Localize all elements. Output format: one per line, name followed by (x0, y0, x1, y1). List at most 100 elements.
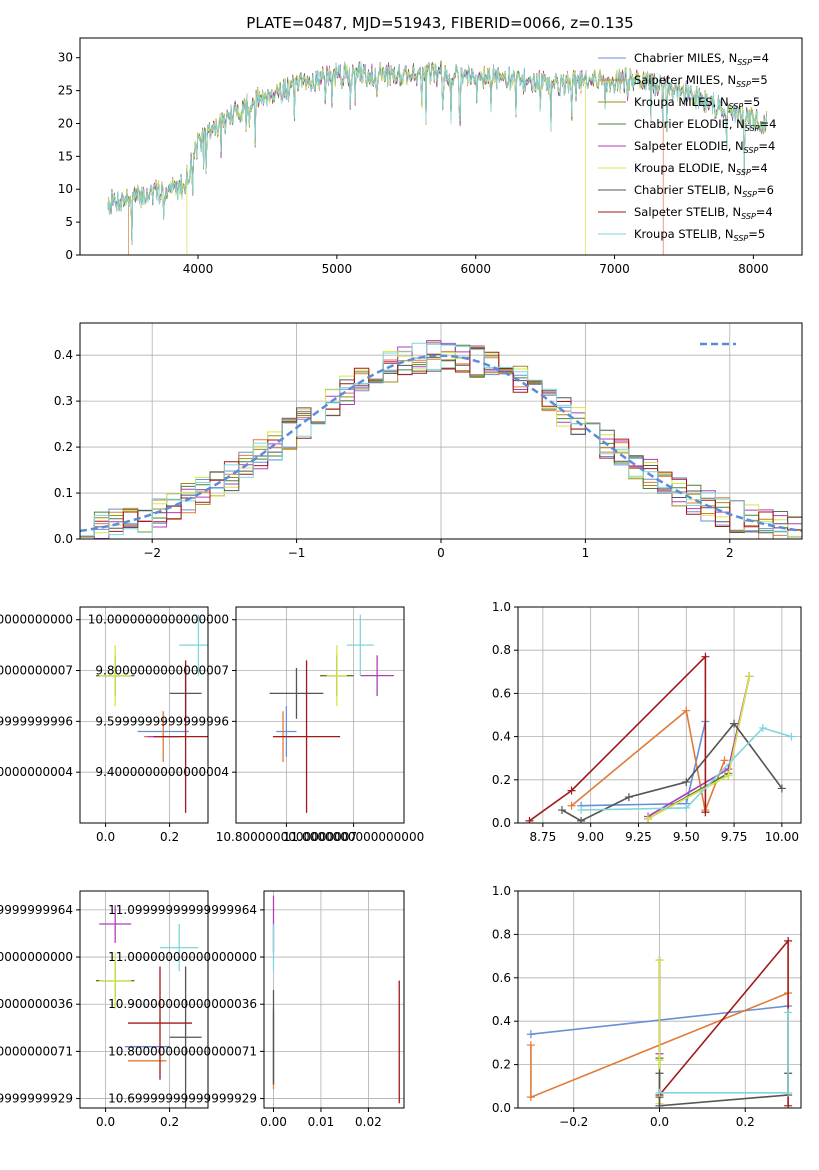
x-tick-label: 0.00 (260, 1115, 287, 1129)
legend-subscript: SSP (745, 124, 760, 133)
legend-subscript: SSP (737, 58, 752, 67)
legend-subscript: SSP (736, 168, 751, 177)
weight-marker-1 (567, 801, 576, 810)
axes-frame (79, 890, 209, 1109)
x-tick-label: −1 (288, 546, 306, 560)
y-tick-label: 9.8000000000000007 (0, 664, 73, 678)
y-tick-label: 11.09999999999999964 (108, 903, 257, 917)
weight-marker-1 (720, 756, 729, 765)
x-tick-label: 0.0 (96, 1115, 115, 1129)
histogram-4 (80, 340, 802, 539)
weight-line-6 (561, 722, 783, 822)
y-tick-label: 0.2 (54, 440, 73, 454)
weight-line-8 (659, 1012, 789, 1094)
legend-model-name: Kroupa MILES, N (634, 95, 729, 109)
axes-frame (235, 606, 405, 824)
y-tick-label: 11.09999999999999964 (0, 903, 73, 917)
weight-marker-8 (787, 732, 796, 741)
axes-frame (517, 890, 802, 1109)
legend-nssp: =5 (743, 95, 760, 109)
legend-model-name: Chabrier MILES, N (634, 51, 737, 65)
legend-entry: Salpeter STELIB, NSSP=4 (634, 205, 773, 221)
x-tick-label: 0.2 (160, 1115, 179, 1129)
weight-marker-7 (784, 1101, 793, 1108)
y-tick-label: 20 (58, 116, 73, 130)
legend-entry: Chabrier STELIB, NSSP=6 (634, 183, 774, 199)
y-tick-label: 0.8 (492, 643, 511, 657)
legend-entry: Kroupa ELODIE, NSSP=4 (634, 161, 768, 177)
y-tick-label: 0.3 (54, 394, 73, 408)
y-tick-label: 5 (65, 215, 73, 229)
figure-title: PLATE=0487, MJD=51943, FIBERID=0066, z=0… (246, 14, 633, 32)
x-tick-label: 9.00 (577, 830, 604, 844)
weight-marker-7 (525, 816, 534, 823)
weight-marker-8 (577, 806, 586, 815)
plot-area (526, 936, 793, 1108)
weight-marker-5 (655, 1056, 664, 1065)
weight-marker-5 (724, 771, 733, 780)
x-tick-label: 0.01 (308, 1115, 335, 1129)
y-tick-label: 0.2 (492, 773, 511, 787)
y-tick-label: 0.0 (492, 1101, 511, 1115)
y-tick-label: 10.90000000000000036 (0, 997, 73, 1011)
legend-model-name: Kroupa STELIB, N (634, 227, 734, 241)
weight-marker-1 (526, 1093, 535, 1102)
weight-marker-6 (682, 777, 691, 786)
y-tick-label: 0.8 (492, 927, 511, 941)
weight-marker-1 (526, 1041, 535, 1050)
legend-nssp: =4 (758, 139, 775, 153)
legend-model-name: Salpeter ELODIE, N (634, 139, 744, 153)
y-tick-label: 25 (58, 84, 73, 98)
normal-curve (80, 354, 802, 533)
plot-area (80, 340, 802, 539)
legend-subscript: SSP (729, 102, 744, 111)
y-tick-label: 10.80000000000000071 (0, 1044, 73, 1058)
x-tick-label: 4000 (183, 262, 214, 276)
plot-area (96, 905, 202, 1108)
x-tick-label: 9.25 (625, 830, 652, 844)
y-tick-label: 30 (58, 51, 73, 65)
legend-subscript: SSP (742, 190, 757, 199)
weight-marker-5 (644, 814, 653, 823)
y-tick-label: 0.1 (54, 486, 73, 500)
legend-entry: Kroupa STELIB, NSSP=5 (634, 227, 765, 243)
weight-marker-8 (758, 723, 767, 732)
weight-marker-5 (745, 672, 754, 681)
weight-marker-6 (557, 806, 566, 815)
y-tick-label: 11.00000000000000000 (108, 950, 257, 964)
x-tick-label: 0.0 (650, 1115, 669, 1129)
y-tick-label: 10 (58, 182, 73, 196)
legend-nssp: =4 (756, 205, 773, 219)
weight-marker-7 (567, 786, 576, 795)
weight-marker-5 (655, 956, 664, 965)
y-tick-label: 10.0000000000000000 (0, 613, 73, 627)
x-tick-label: 9.75 (721, 830, 748, 844)
x-tick-label: 7000 (599, 262, 630, 276)
y-tick-label: 0 (65, 248, 73, 262)
plot-area (272, 895, 400, 1104)
weight-line-6 (658, 1073, 789, 1107)
weight-marker-6 (777, 784, 786, 793)
x-tick-label: 1 (582, 546, 590, 560)
panel-residuals: −2 −1 0 1 2 0.0 0.1 0.2 0.3 0.4 (54, 322, 803, 560)
weight-line-1 (570, 709, 726, 813)
weight-marker-8 (784, 1008, 793, 1017)
y-tick-label: 0.0 (54, 532, 73, 546)
weight-marker-6 (655, 1069, 664, 1078)
y-tick-label: 9.5999999999999996 (0, 714, 73, 728)
y-tick-label: 0.4 (492, 1014, 511, 1028)
weight-marker-7 (701, 808, 710, 817)
legend-nssp: =4 (760, 117, 777, 131)
x-tick-label: 9.50 (673, 830, 700, 844)
y-tick-label: 9.8000000000000007 (95, 664, 229, 678)
legend-model-name: Chabrier ELODIE, N (634, 117, 745, 131)
panel-weight-vs-age: 8.75 9.00 9.25 9.50 9.75 10.00 0.0 0.2 0.4 0.6 0.8… (492, 600, 802, 844)
x-tick-label: 5000 (322, 262, 353, 276)
y-tick-label: 9.4000000000000004 (0, 765, 73, 779)
x-tick-label: 0 (437, 546, 445, 560)
panel-spectrum: 4000 5000 6000 7000 8000 0 5 10 15 20 25 30 Chabrier… (58, 37, 803, 276)
legend-nssp: =4 (752, 51, 769, 65)
panel-age-vs-Z: 0.0 0.2 9.4000000000000004 9.59999999999999… (0, 606, 209, 844)
weight-marker-8 (655, 1088, 664, 1097)
